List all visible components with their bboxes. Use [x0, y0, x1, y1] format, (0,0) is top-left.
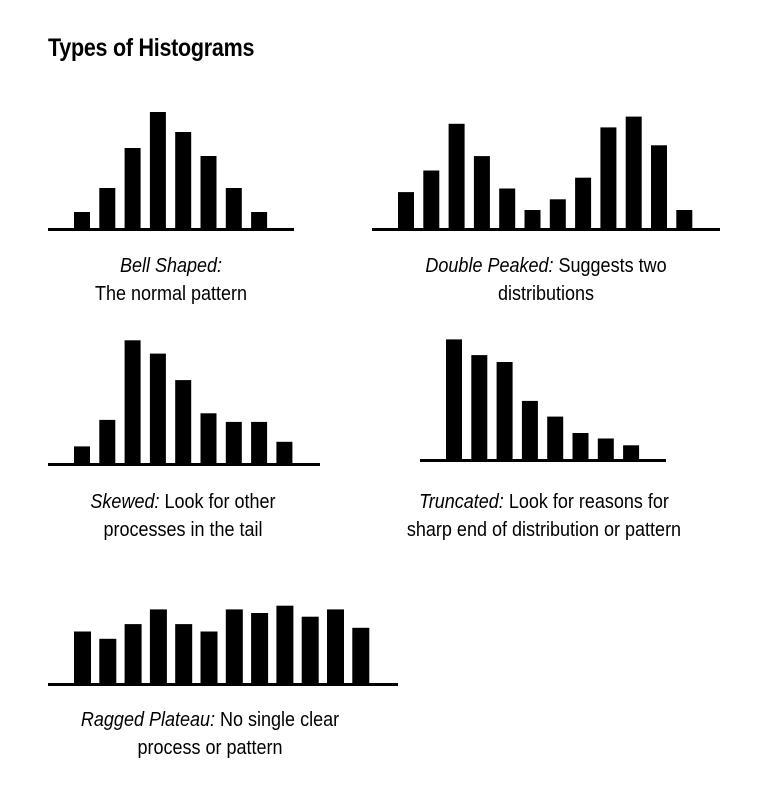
plateau-bar-5 — [175, 624, 193, 683]
skewed-description-line-1: Look for other — [164, 491, 276, 513]
plateau-bar-1 — [74, 631, 91, 683]
double-peaked-histogram — [372, 116, 720, 231]
truncated-bar-8 — [623, 445, 640, 459]
truncated-bar-6 — [572, 433, 589, 459]
skewed-bar-2 — [99, 419, 116, 463]
double-bar-5 — [499, 188, 516, 228]
double-peaked-description-line-1: Suggests two — [558, 255, 667, 277]
truncated-bar-7 — [597, 438, 614, 459]
double-bar-7 — [549, 199, 566, 229]
ragged-plateau-description-line-1: No single clear — [220, 709, 340, 731]
double-peaked-title: Double Peaked: — [425, 255, 554, 277]
plateau-bar-7 — [225, 609, 243, 683]
skewed-bar-9 — [276, 441, 293, 463]
bell-bar-5 — [175, 132, 192, 228]
skewed-caption: Skewed: Look for other processes in the … — [51, 488, 316, 544]
double-peaked-description-line-2: distributions — [497, 283, 595, 305]
plateau-bar-12 — [352, 627, 370, 683]
plateau-bar-10 — [301, 616, 319, 683]
truncated-caption: Truncated: Look for reasons for sharp en… — [371, 488, 717, 544]
skewed-bar-6 — [200, 413, 217, 463]
truncated-description-line-2: sharp end of distribution or pattern — [406, 519, 682, 541]
skewed-bar-8 — [251, 421, 268, 463]
truncated-bar-5 — [547, 416, 564, 459]
plateau-bar-6 — [200, 631, 218, 683]
double-bar-3 — [448, 123, 465, 228]
double-bar-6 — [524, 210, 541, 228]
double-bar-1 — [398, 192, 414, 228]
skewed-bar-4 — [149, 353, 166, 463]
double-bar-9 — [600, 127, 617, 228]
skewed-histogram — [48, 340, 320, 466]
plateau-bar-11 — [327, 609, 344, 683]
bell-bar-8 — [251, 212, 268, 228]
ragged-plateau-description-line-2: process or pattern — [137, 737, 283, 759]
skewed-bar-5 — [175, 380, 192, 463]
ragged-plateau-title: Ragged Plateau: — [80, 709, 216, 731]
bell-shaped-description: The normal pattern — [94, 283, 248, 305]
truncated-bar-1 — [446, 339, 462, 459]
plateau-bar-4 — [149, 609, 167, 683]
ragged-plateau-caption: Ragged Plateau: No single clear process … — [57, 706, 363, 762]
truncated-title: Truncated: — [419, 491, 504, 513]
skewed-bar-7 — [225, 421, 242, 463]
plateau-bar-2 — [99, 638, 117, 683]
double-bar-4 — [473, 156, 490, 228]
plateau-bar-8 — [251, 613, 269, 683]
double-bar-10 — [625, 116, 642, 228]
bell-shaped-caption: Bell Shaped: The normal pattern — [50, 252, 293, 308]
bell-bar-1 — [74, 212, 90, 228]
truncated-bar-2 — [471, 355, 488, 459]
skewed-bar-3 — [124, 340, 141, 463]
bell-shaped-title: Bell Shaped: — [119, 255, 223, 277]
skewed-bar-1 — [74, 446, 90, 463]
double-bar-12 — [676, 210, 693, 228]
bell-bar-7 — [225, 188, 242, 228]
double-bar-11 — [651, 145, 667, 228]
plateau-bar-3 — [124, 624, 142, 683]
skewed-description-line-2: processes in the tail — [103, 519, 263, 541]
double-peaked-caption: Double Peaked: Suggests two distribution… — [386, 252, 706, 308]
plateau-bar-9 — [276, 605, 294, 683]
bell-bar-6 — [200, 156, 217, 228]
truncated-bar-3 — [496, 362, 513, 459]
page-title: Types of Histograms — [48, 34, 255, 62]
bell-bar-4 — [149, 112, 166, 228]
bell-bar-2 — [99, 188, 116, 228]
double-bar-8 — [575, 177, 592, 228]
truncated-bar-4 — [521, 400, 538, 459]
bell-shaped-histogram — [48, 112, 294, 231]
double-bar-2 — [423, 170, 440, 228]
truncated-description-line-1: Look for reasons for — [508, 491, 669, 513]
ragged-plateau-histogram — [48, 605, 398, 686]
truncated-histogram — [420, 339, 666, 462]
bell-bar-3 — [124, 148, 141, 228]
skewed-title: Skewed: — [90, 491, 160, 513]
